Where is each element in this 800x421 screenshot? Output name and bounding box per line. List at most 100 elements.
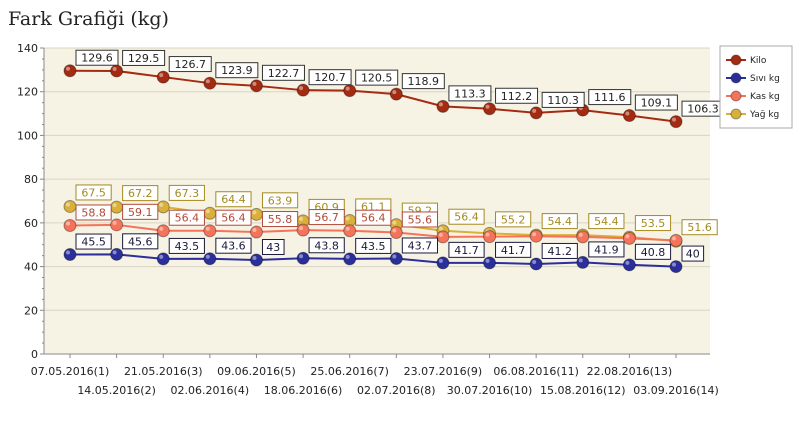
data-label: 129.5 xyxy=(128,52,160,65)
data-label-box xyxy=(681,245,705,262)
data-label: 56.4 xyxy=(175,212,200,225)
data-label-box xyxy=(75,49,119,66)
x-tick-label: 25.06.2016(7) xyxy=(310,365,389,378)
data-label-box xyxy=(495,241,532,258)
data-label: 111.6 xyxy=(594,91,626,104)
x-tick-label: 18.06.2016(6) xyxy=(264,384,343,397)
data-label-box xyxy=(495,87,539,104)
data-point xyxy=(156,252,170,266)
data-point-highlight xyxy=(159,254,164,259)
data-label-box xyxy=(122,185,159,202)
data-point-highlight xyxy=(625,260,630,265)
data-point-highlight xyxy=(159,202,164,207)
data-point-highlight xyxy=(299,226,304,231)
data-point-highlight xyxy=(112,250,117,255)
data-label: 40.8 xyxy=(641,246,666,259)
data-label-box xyxy=(448,85,492,102)
data-label: 45.5 xyxy=(81,236,106,249)
data-label: 54.4 xyxy=(594,215,619,228)
data-point xyxy=(110,64,124,78)
data-point xyxy=(156,70,170,84)
data-point-highlight xyxy=(578,232,583,237)
data-label-box xyxy=(588,89,632,106)
data-label-box xyxy=(215,237,252,254)
data-label: 43 xyxy=(266,241,280,254)
data-point xyxy=(343,84,357,98)
x-tick-label: 06.08.2016(11) xyxy=(493,365,579,378)
series-line xyxy=(69,69,677,123)
data-point-highlight xyxy=(392,228,397,233)
data-label: 40 xyxy=(686,248,700,261)
data-label-box xyxy=(681,219,718,236)
data-point xyxy=(483,256,497,270)
data-point xyxy=(110,247,124,261)
data-label: 41.2 xyxy=(548,245,573,258)
data-point-highlight xyxy=(438,102,443,107)
data-point-highlight xyxy=(438,232,443,237)
data-label-box xyxy=(588,241,625,258)
data-label: 45.6 xyxy=(128,235,153,248)
data-label-box xyxy=(308,209,345,226)
data-point-highlight xyxy=(485,232,490,237)
data-point xyxy=(529,257,543,271)
data-point xyxy=(203,76,217,90)
data-point-highlight xyxy=(252,256,257,261)
data-point xyxy=(296,223,310,237)
data-label-box xyxy=(308,69,352,86)
data-point-highlight xyxy=(66,202,70,207)
data-point xyxy=(622,109,636,123)
data-point xyxy=(203,224,217,238)
data-point xyxy=(203,206,217,220)
data-label-box xyxy=(308,237,345,254)
data-point-highlight xyxy=(672,262,676,267)
data-label: 109.1 xyxy=(641,97,673,110)
data-point xyxy=(622,258,636,272)
data-point-highlight xyxy=(112,66,117,71)
data-label: 56.4 xyxy=(221,212,246,225)
x-tick-label: 14.05.2016(2) xyxy=(77,384,156,397)
data-point xyxy=(343,252,357,266)
data-label: 43.7 xyxy=(408,239,433,252)
data-point xyxy=(343,224,357,238)
data-label-box xyxy=(588,213,625,230)
legend-label: Kas kg xyxy=(750,92,780,102)
data-label-box xyxy=(355,237,392,254)
data-point-highlight xyxy=(392,254,397,259)
data-label-box xyxy=(215,209,252,226)
x-tick-label: 02.07.2016(8) xyxy=(357,384,436,397)
data-label: 55.2 xyxy=(501,213,526,226)
data-label-box xyxy=(541,242,578,259)
data-label-box xyxy=(168,209,205,226)
data-point xyxy=(249,253,263,267)
data-point-highlight xyxy=(299,86,304,91)
data-label-box xyxy=(634,215,672,232)
data-point xyxy=(622,231,636,245)
data-label-box xyxy=(261,211,299,228)
data-label: 43.5 xyxy=(361,240,386,253)
chart-title: Fark Grafiği (kg) xyxy=(8,8,169,30)
data-point-highlight xyxy=(532,108,537,113)
data-label-box xyxy=(261,64,305,81)
data-point-highlight xyxy=(205,79,210,84)
data-point-highlight xyxy=(625,111,630,116)
data-point xyxy=(389,87,403,101)
data-label: 113.3 xyxy=(454,87,486,100)
data-label: 51.6 xyxy=(687,221,712,234)
data-label-box xyxy=(355,69,399,86)
data-point-highlight xyxy=(252,81,257,86)
y-tick-label: 20 xyxy=(24,304,38,317)
data-point xyxy=(576,230,590,244)
data-label: 120.7 xyxy=(314,71,346,84)
data-point-highlight xyxy=(66,221,70,226)
x-tick-label: 23.07.2016(9) xyxy=(404,365,483,378)
series-line xyxy=(69,253,677,268)
data-point-highlight xyxy=(532,259,537,264)
data-label-box xyxy=(215,191,252,208)
data-point-highlight xyxy=(485,104,490,109)
data-label-box xyxy=(261,192,299,209)
data-point xyxy=(110,200,124,214)
data-label-box xyxy=(355,209,392,226)
legend-label: Kilo xyxy=(750,56,767,66)
data-label-box xyxy=(261,239,285,256)
